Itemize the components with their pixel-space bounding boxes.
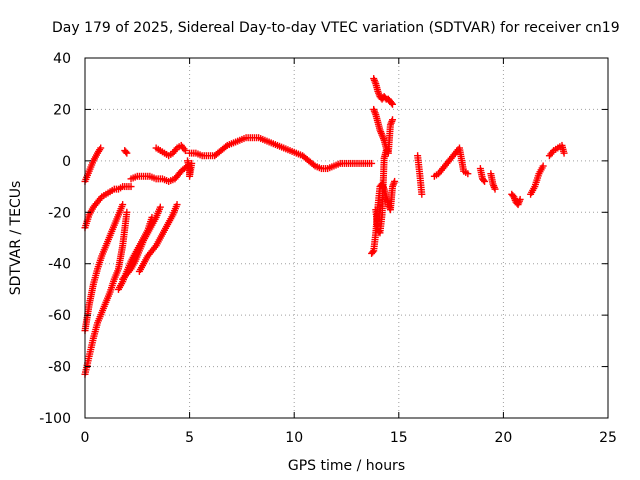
data-point [481, 177, 489, 185]
data-point [156, 203, 164, 211]
x-tick-label: 25 [599, 430, 617, 446]
x-tick-label: 5 [185, 430, 194, 446]
data-point [516, 195, 524, 203]
data-point [491, 185, 499, 193]
data-point [127, 183, 135, 191]
y-tick-label: -60 [48, 308, 71, 324]
data-point [382, 147, 390, 155]
y-tick-label: -20 [48, 205, 71, 221]
data-point [389, 100, 397, 108]
data-point [123, 208, 131, 216]
data-point [418, 190, 426, 198]
data-point [539, 162, 547, 170]
data-point [389, 116, 397, 124]
data-point [188, 159, 196, 167]
y-axis-title: SDTVAR / TECUs [8, 181, 24, 296]
data-point [381, 94, 389, 102]
data-point [375, 228, 383, 236]
data-point [310, 161, 318, 169]
data-point [369, 248, 377, 256]
data-point [464, 170, 472, 178]
x-tick-label: 15 [390, 430, 408, 446]
points-layer [81, 75, 568, 378]
plot-border [84, 57, 609, 419]
y-tick-label: 20 [53, 102, 71, 118]
grid-layer [85, 58, 608, 418]
data-point [173, 201, 181, 209]
data-point [97, 144, 105, 152]
data-point [123, 149, 131, 157]
x-axis-title: GPS time / hours [288, 458, 405, 474]
y-tick-label: -40 [48, 257, 71, 273]
y-tick-label: 0 [62, 154, 71, 170]
x-tick-label: 0 [81, 430, 90, 446]
data-point [560, 149, 568, 157]
data-point [391, 177, 399, 185]
x-tick-label: 10 [285, 430, 303, 446]
data-point [222, 143, 230, 151]
data-point [368, 159, 376, 167]
x-tick-label: 20 [494, 430, 512, 446]
y-tick-label: -80 [48, 360, 71, 376]
y-tick-label: -100 [39, 411, 71, 427]
data-point [181, 147, 189, 155]
tick-layer: 0 5 10 15 20 25 -100 -80 -60 -40 -20 0 20 40 [39, 51, 617, 446]
data-point [387, 99, 395, 107]
chart-title: Day 179 of 2025, Sidereal Day-to-day VTE… [52, 20, 620, 36]
data-point [122, 148, 130, 156]
y-tick-label: 40 [53, 51, 71, 67]
data-point [119, 201, 127, 209]
data-point [480, 176, 488, 184]
